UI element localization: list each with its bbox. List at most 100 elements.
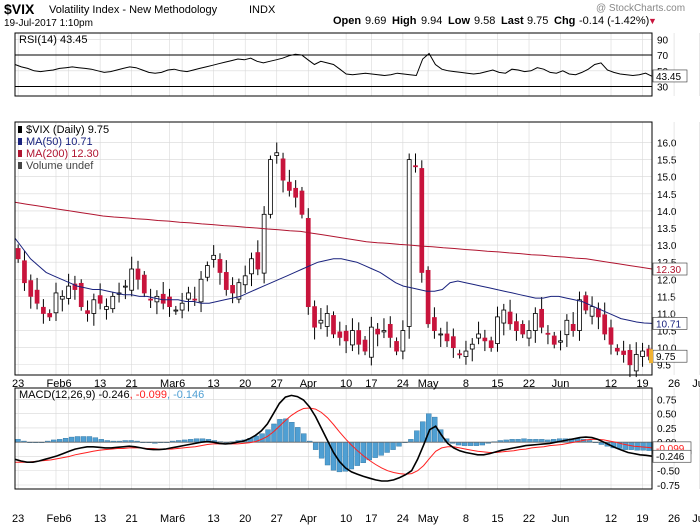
candle-down (614, 347, 620, 352)
macd-histogram-bar (408, 439, 414, 443)
candle-up (91, 299, 97, 314)
macd-histogram-bar (467, 442, 474, 446)
price-panel: 9.510.010.511.011.512.012.513.013.514.01… (12, 121, 700, 390)
candle-up (66, 285, 71, 299)
candle-down (293, 187, 299, 198)
macd-histogram-bar (414, 430, 420, 443)
candle-down (160, 293, 166, 304)
macd-histogram-bar (187, 439, 194, 443)
candle-up (123, 285, 128, 288)
rsi-line (14, 52, 653, 77)
candle-down (539, 308, 544, 328)
low-label: Low (448, 15, 470, 27)
macd-histogram-bar (461, 442, 468, 446)
candle-down (34, 289, 40, 304)
macd-title-value: -0.246 (95, 389, 129, 401)
macd-x-tick-label: 26 (668, 513, 680, 525)
macd-x-tick-label: 6 (66, 513, 72, 525)
stockcharts-credit: @ StockCharts.com (596, 3, 685, 14)
candle-up (179, 302, 185, 311)
candle-up (495, 316, 500, 344)
candle-down (608, 327, 614, 345)
macd-x-tick-label: 17 (365, 513, 377, 525)
macd-line (14, 394, 653, 482)
price-tick-label: 11.5 (657, 292, 676, 303)
price-tick-label: 11.0 (657, 309, 676, 320)
candle-down (223, 272, 229, 290)
macd-histogram-bar (86, 436, 93, 443)
candle-down (356, 330, 362, 345)
candle-up (558, 340, 563, 343)
price-x-tick-label: Feb (47, 378, 66, 390)
price-tick-label: 14.5 (657, 190, 677, 201)
macd-histogram-bar (539, 439, 545, 443)
macd-histogram-bar (372, 442, 378, 458)
macd-tick-label: 0.50 (657, 410, 677, 421)
price-legend-swatch (18, 126, 22, 133)
candle-up (476, 333, 481, 339)
price-legend-label: MA(50) 10.71 (26, 136, 93, 148)
candle-up (526, 330, 532, 339)
candle-down (482, 337, 488, 342)
candle-down (596, 308, 601, 318)
candle-down (602, 314, 608, 335)
price-tick-label: 10.5 (657, 327, 677, 338)
macd-x-tick-label: 20 (239, 513, 251, 525)
candle-down (255, 252, 261, 270)
candle-down (337, 331, 343, 338)
candle-up (564, 319, 570, 336)
macd-histogram-bar (390, 442, 396, 450)
price-x-tick-label: 10 (340, 378, 352, 390)
price-x-tick-label: 20 (239, 378, 251, 390)
candle-up (274, 152, 280, 156)
macd-x-tick-label: Apr (300, 513, 317, 525)
price-tick-label: 10.0 (657, 344, 677, 355)
macd-histogram-bar (473, 442, 480, 446)
macd-title-value: , -0.146 (167, 389, 204, 401)
price-legend-label: Volume undef (26, 160, 94, 172)
macd-histogram-bar (80, 436, 87, 443)
open-value: 9.69 (365, 15, 386, 27)
price-tick-label: 12.0 (657, 275, 677, 286)
candle-down (570, 323, 576, 331)
macd-macd-badge-label: -0.246 (656, 452, 685, 463)
macd-signal-line (15, 407, 653, 475)
candle-up (211, 254, 217, 260)
candle-up (261, 213, 267, 274)
rsi-frame (14, 32, 653, 97)
candle-down (545, 332, 551, 335)
macd-histogram-bar (527, 439, 533, 443)
macd-tick-label: 0.25 (657, 424, 677, 435)
candle-down (627, 349, 633, 366)
macd-histogram-bar (295, 427, 301, 443)
price-x-tick-label: 13 (208, 378, 220, 390)
chart-datetime: 19-Jul-2017 1:10pm (4, 18, 93, 29)
macd-histogram-bar (509, 439, 515, 443)
candle-down (432, 317, 437, 331)
chg-label: Chg (554, 15, 575, 27)
candle-down (305, 218, 311, 308)
high-value: 9.94 (421, 15, 442, 27)
candle-down (286, 181, 292, 191)
chart-exchange: INDX (249, 4, 276, 16)
macd-histogram-bar (74, 436, 81, 443)
candle-up (368, 326, 374, 358)
macd-histogram-bar (68, 436, 75, 443)
candle-down (217, 259, 223, 273)
rsi-title: RSI(14) 43.45 (19, 34, 87, 46)
candle-up (381, 330, 387, 333)
candle-down (15, 248, 21, 260)
macd-histogram-bar (646, 442, 652, 451)
macd-histogram-bar (378, 442, 384, 456)
price-x-tick-label: 21 (126, 378, 138, 390)
price-x-tick-label: 8 (463, 378, 469, 390)
price-x-tick-label: 6 (66, 378, 72, 390)
candle-down (488, 340, 494, 349)
candle-up (469, 343, 475, 350)
price-x-tick-label: 12 (605, 378, 617, 390)
candle-down (167, 296, 172, 308)
price-x-tick-label: 23 (12, 378, 24, 390)
macd-histogram-bar (396, 442, 402, 447)
candle-down (192, 298, 198, 301)
